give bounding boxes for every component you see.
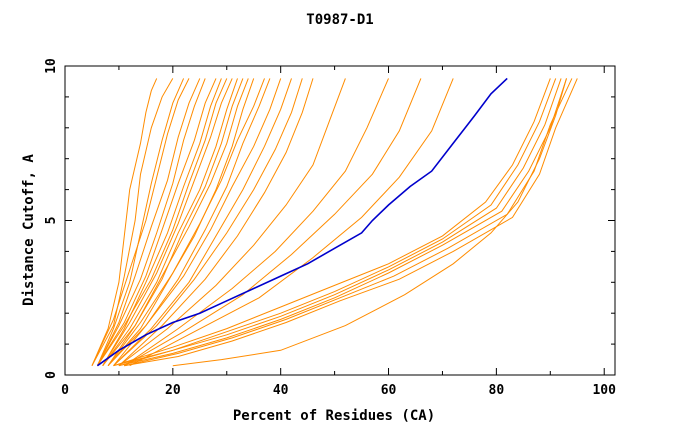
y-axis-label: Distance Cutoff, A bbox=[21, 154, 37, 306]
series-line-3 bbox=[96, 78, 185, 366]
series-line-18 bbox=[113, 78, 292, 367]
series-line-15 bbox=[107, 78, 265, 367]
series-line-22 bbox=[124, 78, 389, 367]
x-tick-label: 100 bbox=[592, 383, 616, 398]
series-line-7 bbox=[96, 78, 217, 366]
x-tick-label: 20 bbox=[165, 383, 181, 398]
x-tick-label: 40 bbox=[273, 383, 289, 398]
series-line-27 bbox=[118, 78, 562, 367]
series-line-4 bbox=[91, 78, 190, 366]
y-tick-label: 10 bbox=[44, 58, 59, 74]
series-line-28 bbox=[118, 78, 567, 367]
series-line-13 bbox=[107, 78, 249, 366]
series-line-11 bbox=[102, 78, 238, 366]
x-axis-label: Percent of Residues (CA) bbox=[233, 408, 435, 424]
series-line-17 bbox=[113, 78, 282, 367]
series-line-25 bbox=[113, 78, 551, 367]
series-line-10 bbox=[102, 78, 233, 366]
x-tick-label: 80 bbox=[489, 383, 505, 398]
series-line-6 bbox=[96, 78, 206, 366]
series-line-30 bbox=[124, 78, 578, 367]
series-line-23 bbox=[124, 78, 422, 367]
x-tick-label: 60 bbox=[381, 383, 397, 398]
series-line-1 bbox=[91, 78, 158, 366]
y-tick-label: 0 bbox=[44, 371, 59, 379]
series-line-20 bbox=[118, 78, 314, 367]
plot-frame bbox=[64, 65, 616, 376]
series-line-5 bbox=[96, 78, 201, 366]
series-lines bbox=[91, 77, 578, 367]
series-line-24 bbox=[129, 78, 454, 367]
chart-title: T0987-D1 bbox=[306, 12, 374, 28]
x-tick-label: 0 bbox=[61, 383, 69, 398]
y-tick-label: 5 bbox=[44, 217, 59, 225]
series-line-8 bbox=[102, 78, 222, 366]
highlight-series-line bbox=[96, 77, 508, 367]
axis-ticks: 0 20 40 60 80 100 0 5 10 bbox=[44, 58, 616, 398]
series-line-9 bbox=[96, 78, 228, 366]
series-line-19 bbox=[113, 78, 303, 367]
series-line-31 bbox=[172, 78, 567, 367]
series-line-29 bbox=[124, 78, 573, 367]
series-line-2 bbox=[91, 78, 174, 366]
series-line-26 bbox=[113, 78, 557, 367]
